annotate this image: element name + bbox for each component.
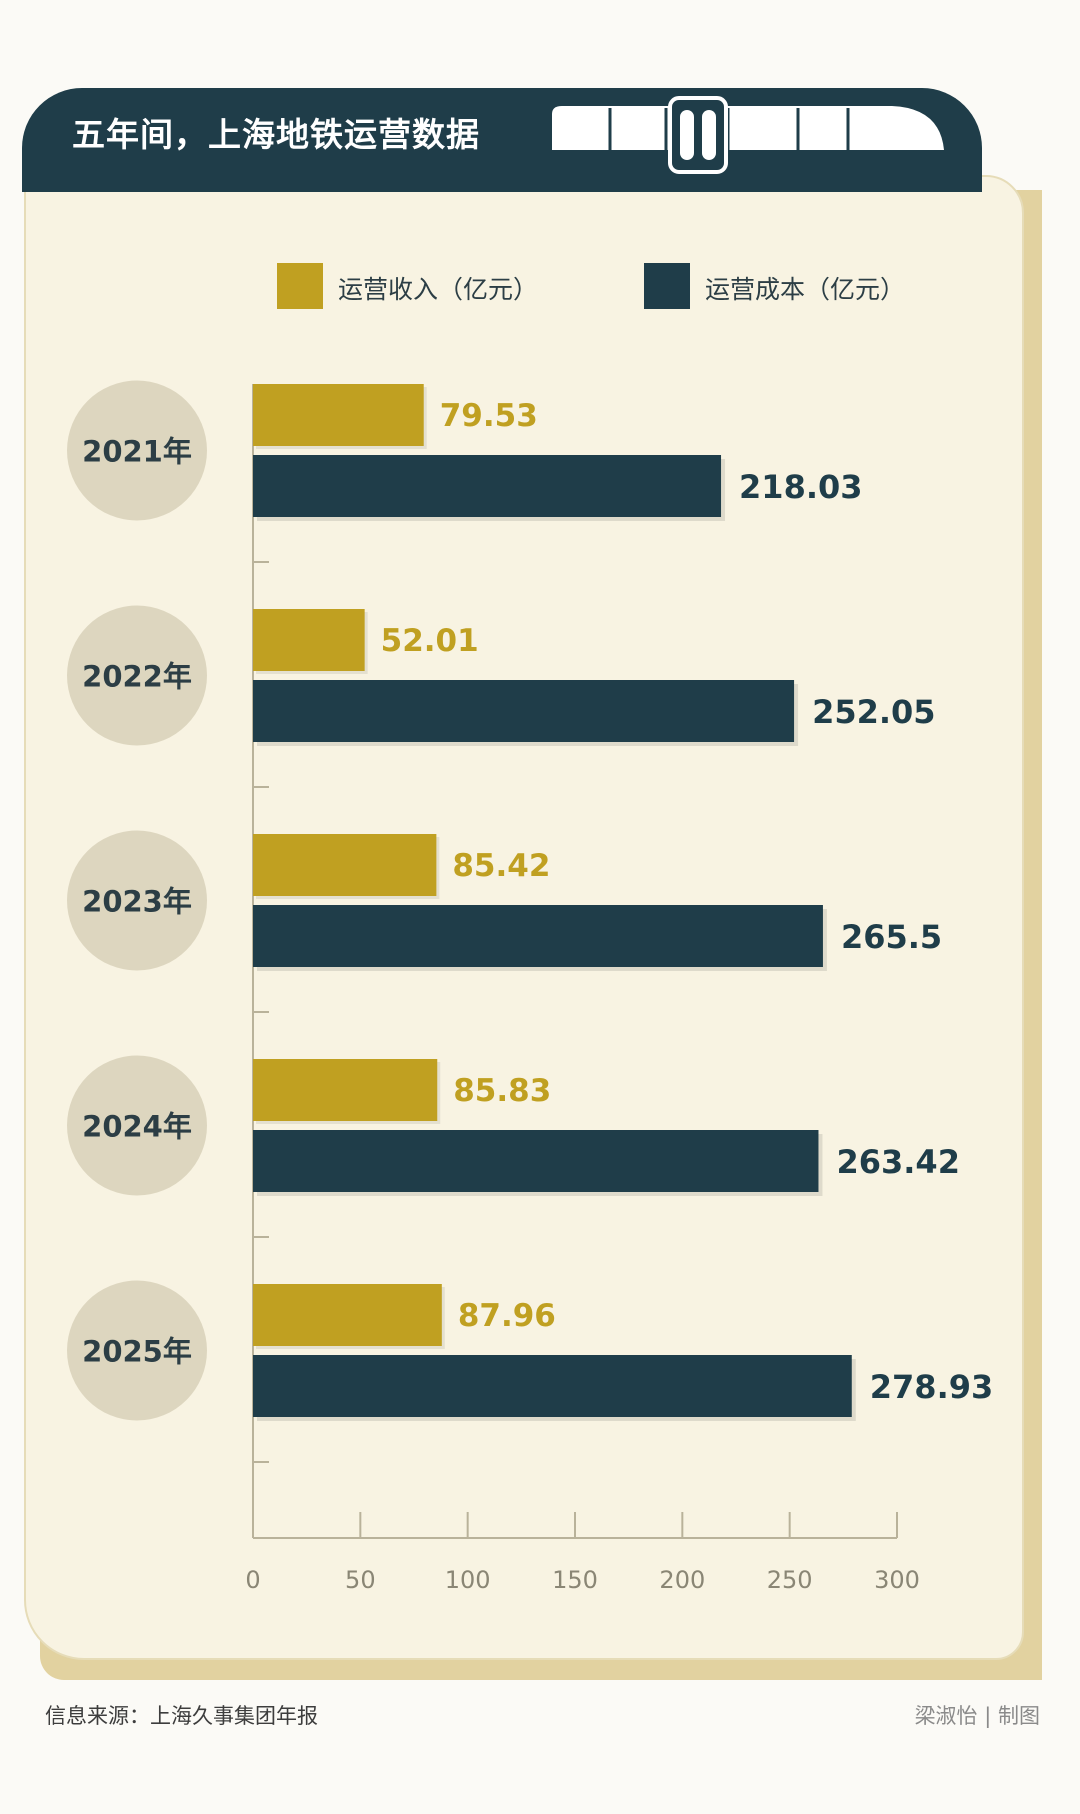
revenue-value-label: 85.42 [452,848,550,884]
footer-source: 信息来源：上海久事集团年报 [45,1704,318,1728]
cost-bar [253,680,795,742]
footer-credit: 梁淑怡 | 制图 [914,1704,1040,1728]
revenue-value-label: 87.96 [458,1298,556,1334]
legend-label-revenue: 运营收入（亿元） [338,275,539,304]
x-tick-label: 50 [345,1566,376,1594]
year-label: 2024年 [82,1110,192,1144]
legend-swatch-cost [644,263,690,309]
cost-bar [253,455,722,517]
year-circle [67,380,207,521]
cost-bar [253,905,823,967]
legend-swatch-revenue [277,263,323,309]
year-label: 2021年 [82,435,192,469]
legend-label-cost: 运营成本（亿元） [705,275,906,304]
x-tick-label: 300 [874,1566,920,1594]
revenue-bar [253,1059,438,1121]
year-label: 2022年 [82,660,192,694]
cost-bar [253,1355,852,1417]
cost-value-label: 218.03 [739,468,862,506]
cost-value-label: 265.5 [841,918,942,956]
cost-bar [253,1130,819,1192]
x-tick-label: 250 [767,1566,813,1594]
year-label: 2025年 [82,1335,192,1369]
year-circle [67,1280,207,1421]
year-circle [67,830,207,971]
revenue-value-label: 52.01 [381,623,479,659]
year-circle [67,1055,207,1196]
revenue-bar [253,609,365,671]
train-icon [552,96,944,174]
year-circle [67,605,207,746]
x-tick-label: 200 [659,1566,705,1594]
revenue-bar [253,834,437,896]
cost-value-label: 252.05 [812,693,935,731]
revenue-bar [253,384,424,446]
x-tick-label: 100 [445,1566,491,1594]
x-tick-label: 0 [245,1566,260,1594]
revenue-value-label: 79.53 [440,398,538,434]
cost-value-label: 263.42 [836,1143,959,1181]
cost-value-label: 278.93 [870,1368,993,1406]
page-title: 五年间，上海地铁运营数据 [72,115,480,154]
revenue-bar [253,1284,442,1346]
x-tick-label: 150 [552,1566,598,1594]
year-label: 2023年 [82,885,192,919]
revenue-value-label: 85.83 [453,1073,551,1109]
